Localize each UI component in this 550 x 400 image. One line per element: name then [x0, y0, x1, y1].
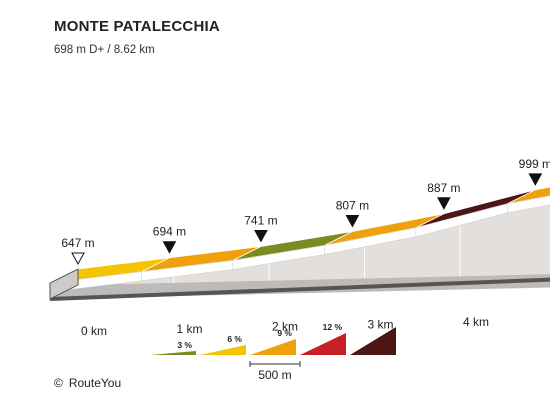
elevation-flag: [437, 197, 451, 210]
gradient-segment: [507, 186, 550, 205]
x-tick-label: 2 km: [272, 320, 298, 334]
elevation-label: 647 m: [61, 236, 94, 250]
elevation-flag: [162, 241, 177, 254]
brand-name: RouteYou: [68, 376, 122, 390]
legend-label: 9 %: [277, 328, 292, 338]
legend-swatch: [150, 351, 196, 355]
legend-swatch: [250, 339, 296, 355]
legend-swatch: [300, 333, 346, 355]
x-tick-label: 0 km: [81, 324, 107, 338]
chart-title: MONTE PATALECCHIA: [54, 18, 220, 35]
x-tick-label: 3 km: [367, 317, 393, 331]
copyright-symbol: ©: [54, 376, 63, 390]
legend-label: 3 %: [177, 340, 192, 350]
elevation-flag-open: [71, 252, 85, 266]
x-tick-label: 1 km: [176, 322, 202, 336]
elevation-label: 807 m: [336, 198, 369, 212]
legend-label: 12 %: [323, 322, 343, 332]
elevation-label: 741 m: [244, 213, 277, 227]
elevation-label: 999 m: [519, 157, 550, 171]
base-left-cap: [49, 268, 79, 300]
legend-swatch: [200, 345, 246, 355]
elevation-flag: [345, 214, 360, 228]
elevation-label: 887 m: [427, 181, 460, 195]
legend-label: 6 %: [227, 334, 242, 344]
elevation-flag: [528, 173, 543, 186]
credit: © RouteYou: [54, 376, 121, 390]
scale-label: 500 m: [258, 368, 291, 382]
profile-side-wall: [78, 187, 550, 285]
segment-front-edge: [507, 195, 550, 214]
chart-subtitle: 698 m D+ / 8.62 km: [54, 44, 155, 56]
x-tick-label: 4 km: [463, 315, 489, 329]
elevation-flag: [254, 229, 268, 243]
base-edge: [49, 277, 550, 301]
legend-swatch: [350, 327, 396, 355]
elevation-label: 694 m: [153, 225, 186, 239]
